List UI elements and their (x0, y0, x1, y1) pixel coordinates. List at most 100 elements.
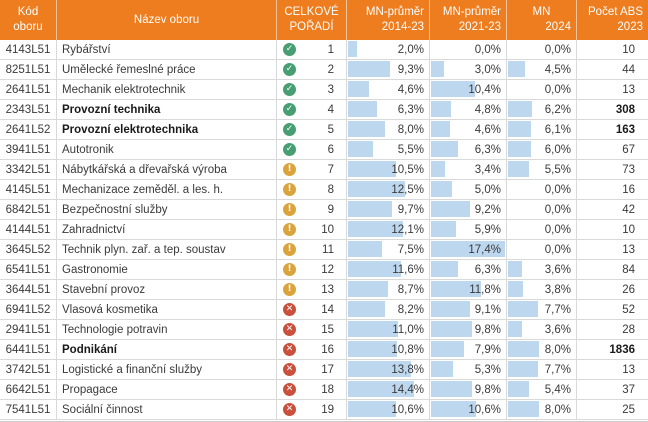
cell-mn-2024[interactable]: 3,6% (507, 260, 577, 279)
cell-mn-avg-2014-23[interactable]: 12,1% (347, 220, 430, 239)
cell-mn-avg-2021-23[interactable]: 9,8% (430, 320, 507, 339)
cell-code[interactable]: 6842L51 (0, 200, 57, 219)
cell-mn-avg-2014-23[interactable]: 8,7% (347, 280, 430, 299)
cell-code[interactable]: 6941L52 (0, 300, 57, 319)
cell-mn-avg-2014-23[interactable]: 14,4% (347, 380, 430, 399)
cell-mn-2024[interactable]: 0,0% (507, 220, 577, 239)
cell-mn-avg-2021-23[interactable]: 5,0% (430, 180, 507, 199)
cell-code[interactable]: 4143L51 (0, 40, 57, 59)
cell-mn-avg-2014-23[interactable]: 10,5% (347, 160, 430, 179)
cell-code[interactable]: 3644L51 (0, 280, 57, 299)
cell-rank[interactable]: ! 8 (277, 180, 347, 199)
header-cell-mn-2024[interactable]: MN 2024 (507, 0, 577, 40)
cell-mn-avg-2021-23[interactable]: 3,4% (430, 160, 507, 179)
cell-rank[interactable]: ✕ 14 (277, 300, 347, 319)
cell-code[interactable]: 3742L51 (0, 360, 57, 379)
cell-code[interactable]: 3342L51 (0, 160, 57, 179)
cell-mn-avg-2014-23[interactable]: 11,0% (347, 320, 430, 339)
cell-name[interactable]: Rybářství (57, 40, 277, 59)
cell-mn-avg-2021-23[interactable]: 5,3% (430, 360, 507, 379)
cell-mn-avg-2021-23[interactable]: 10,6% (430, 400, 507, 419)
cell-abs-2023[interactable]: 67 (577, 140, 648, 159)
cell-mn-avg-2021-23[interactable]: 9,8% (430, 380, 507, 399)
cell-rank[interactable]: ✓ 1 (277, 40, 347, 59)
cell-mn-avg-2021-23[interactable]: 3,0% (430, 60, 507, 79)
cell-mn-2024[interactable]: 5,5% (507, 160, 577, 179)
cell-name[interactable]: Podnikání (57, 340, 277, 359)
cell-code[interactable]: 8251L51 (0, 60, 57, 79)
cell-code[interactable]: 2641L51 (0, 80, 57, 99)
cell-mn-2024[interactable]: 0,0% (507, 180, 577, 199)
cell-mn-avg-2014-23[interactable]: 5,5% (347, 140, 430, 159)
cell-rank[interactable]: ✓ 3 (277, 80, 347, 99)
cell-mn-avg-2021-23[interactable]: 7,9% (430, 340, 507, 359)
cell-mn-avg-2021-23[interactable]: 0,0% (430, 40, 507, 59)
cell-rank[interactable]: ✕ 18 (277, 380, 347, 399)
cell-abs-2023[interactable]: 13 (577, 80, 648, 99)
cell-abs-2023[interactable]: 308 (577, 100, 648, 119)
cell-mn-2024[interactable]: 4,5% (507, 60, 577, 79)
cell-abs-2023[interactable]: 84 (577, 260, 648, 279)
cell-mn-avg-2014-23[interactable]: 11,6% (347, 260, 430, 279)
cell-name[interactable]: Sociální činnost (57, 400, 277, 419)
cell-mn-avg-2014-23[interactable]: 10,8% (347, 340, 430, 359)
cell-rank[interactable]: ! 11 (277, 240, 347, 259)
cell-abs-2023[interactable]: 163 (577, 120, 648, 139)
cell-mn-2024[interactable]: 0,0% (507, 40, 577, 59)
cell-mn-2024[interactable]: 7,7% (507, 360, 577, 379)
cell-name[interactable]: Bezpečnostní služby (57, 200, 277, 219)
cell-code[interactable]: 4145L51 (0, 180, 57, 199)
cell-rank[interactable]: ✓ 6 (277, 140, 347, 159)
cell-code[interactable]: 2641L52 (0, 120, 57, 139)
cell-mn-avg-2014-23[interactable]: 4,6% (347, 80, 430, 99)
cell-code[interactable]: 3941L51 (0, 140, 57, 159)
cell-mn-avg-2021-23[interactable]: 5,9% (430, 220, 507, 239)
cell-mn-avg-2014-23[interactable]: 7,5% (347, 240, 430, 259)
cell-abs-2023[interactable]: 13 (577, 240, 648, 259)
cell-code[interactable]: 6441L51 (0, 340, 57, 359)
cell-name[interactable]: Zahradnictví (57, 220, 277, 239)
header-cell-mn-avg-2014-23[interactable]: MN-průměr 2014-23 (347, 0, 430, 40)
cell-mn-avg-2014-23[interactable]: 2,0% (347, 40, 430, 59)
cell-mn-avg-2021-23[interactable]: 9,1% (430, 300, 507, 319)
cell-mn-2024[interactable]: 6,0% (507, 140, 577, 159)
cell-name[interactable]: Propagace (57, 380, 277, 399)
cell-rank[interactable]: ✕ 19 (277, 400, 347, 419)
cell-mn-avg-2021-23[interactable]: 17,4% (430, 240, 507, 259)
cell-mn-2024[interactable]: 3,6% (507, 320, 577, 339)
cell-mn-2024[interactable]: 3,8% (507, 280, 577, 299)
cell-name[interactable]: Umělecké řemeslné práce (57, 60, 277, 79)
cell-abs-2023[interactable]: 10 (577, 40, 648, 59)
cell-code[interactable]: 6541L51 (0, 260, 57, 279)
cell-mn-2024[interactable]: 0,0% (507, 200, 577, 219)
cell-mn-avg-2021-23[interactable]: 9,2% (430, 200, 507, 219)
cell-abs-2023[interactable]: 13 (577, 360, 648, 379)
cell-abs-2023[interactable]: 44 (577, 60, 648, 79)
cell-mn-2024[interactable]: 0,0% (507, 240, 577, 259)
cell-rank[interactable]: ✕ 16 (277, 340, 347, 359)
cell-rank[interactable]: ✓ 2 (277, 60, 347, 79)
cell-name[interactable]: Provozní technika (57, 100, 277, 119)
cell-name[interactable]: Autotronik (57, 140, 277, 159)
cell-mn-avg-2014-23[interactable]: 9,7% (347, 200, 430, 219)
cell-mn-avg-2021-23[interactable]: 4,8% (430, 100, 507, 119)
cell-name[interactable]: Stavební provoz (57, 280, 277, 299)
cell-mn-avg-2014-23[interactable]: 13,8% (347, 360, 430, 379)
cell-abs-2023[interactable]: 1836 (577, 340, 648, 359)
cell-abs-2023[interactable]: 37 (577, 380, 648, 399)
cell-mn-avg-2014-23[interactable]: 9,3% (347, 60, 430, 79)
cell-mn-avg-2014-23[interactable]: 8,0% (347, 120, 430, 139)
cell-name[interactable]: Technik plyn. zař. a tep. soustav (57, 240, 277, 259)
cell-code[interactable]: 7541L51 (0, 400, 57, 419)
cell-rank[interactable]: ! 7 (277, 160, 347, 179)
cell-code[interactable]: 6642L51 (0, 380, 57, 399)
cell-mn-avg-2021-23[interactable]: 11,8% (430, 280, 507, 299)
header-cell-rank[interactable]: CELKOVÉ POŘADÍ (277, 0, 347, 40)
cell-mn-2024[interactable]: 5,4% (507, 380, 577, 399)
cell-mn-avg-2021-23[interactable]: 6,3% (430, 140, 507, 159)
cell-mn-2024[interactable]: 6,1% (507, 120, 577, 139)
cell-name[interactable]: Mechanizace zeměděl. a les. h. (57, 180, 277, 199)
cell-name[interactable]: Provozní elektrotechnika (57, 120, 277, 139)
header-cell-code[interactable]: Kód oboru (0, 0, 57, 40)
cell-abs-2023[interactable]: 42 (577, 200, 648, 219)
